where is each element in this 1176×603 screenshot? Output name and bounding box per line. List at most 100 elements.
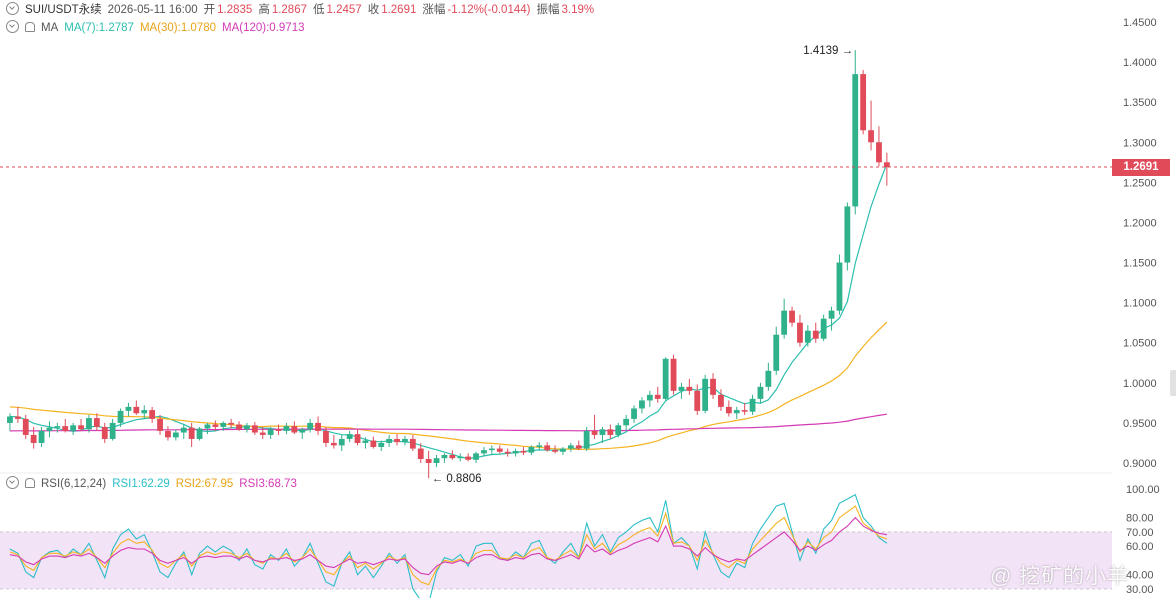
candle-body[interactable] <box>354 434 361 443</box>
candle-body[interactable] <box>615 425 622 435</box>
candle-body[interactable] <box>228 422 235 425</box>
candle-body[interactable] <box>544 445 551 451</box>
candle-body[interactable] <box>560 448 566 452</box>
candle-body[interactable] <box>804 330 811 343</box>
candle-body[interactable] <box>457 456 464 459</box>
candle-body[interactable] <box>244 425 250 430</box>
candle-body[interactable] <box>488 448 495 451</box>
candle-body[interactable] <box>46 427 53 431</box>
collapse-chevron-icon[interactable] <box>6 20 19 33</box>
candle-body[interactable] <box>394 438 400 443</box>
candle-body[interactable] <box>583 430 590 449</box>
candle-body[interactable] <box>662 358 669 399</box>
candle-body[interactable] <box>710 378 716 395</box>
candle-body[interactable] <box>512 450 519 454</box>
candle-body[interactable] <box>386 438 393 443</box>
candle-body[interactable] <box>30 434 37 443</box>
candle-body[interactable] <box>639 400 645 409</box>
candle-body[interactable] <box>520 450 527 453</box>
candle-body[interactable] <box>718 394 724 407</box>
candle-body[interactable] <box>14 416 21 419</box>
candle-body[interactable] <box>868 130 874 143</box>
candle-body[interactable] <box>378 442 385 447</box>
candle-body[interactable] <box>38 430 45 443</box>
candle-body[interactable] <box>536 445 543 447</box>
candle-body[interactable] <box>109 422 116 439</box>
candle-body[interactable] <box>591 430 598 435</box>
candle-body[interactable] <box>575 445 582 449</box>
candle-body[interactable] <box>836 262 843 311</box>
candle-body[interactable] <box>725 406 732 414</box>
candle-body[interactable] <box>212 424 219 427</box>
candle-body[interactable] <box>733 410 740 414</box>
candle-body[interactable] <box>860 74 867 131</box>
candle-body[interactable] <box>86 418 92 430</box>
candle-body[interactable] <box>283 426 290 431</box>
candle-body[interactable] <box>678 386 685 391</box>
candle-body[interactable] <box>599 429 606 435</box>
candle-body[interactable] <box>22 418 29 435</box>
candle-body[interactable] <box>789 310 795 323</box>
candle-body[interactable] <box>702 378 709 411</box>
ma-indicator-name[interactable]: MA <box>41 22 59 34</box>
candle-body[interactable] <box>797 322 803 343</box>
candle-body[interactable] <box>251 425 258 433</box>
candle-body[interactable] <box>623 418 630 426</box>
candle-body[interactable] <box>133 406 140 414</box>
collapse-chevron-icon[interactable] <box>6 2 19 15</box>
candle-body[interactable] <box>275 429 282 431</box>
candle-body[interactable] <box>552 450 558 452</box>
candle-body[interactable] <box>844 206 851 263</box>
candle-body[interactable] <box>125 406 132 411</box>
candle-body[interactable] <box>765 370 772 387</box>
candle-body[interactable] <box>149 410 156 419</box>
alert-bell-icon[interactable] <box>25 22 35 32</box>
candle-body[interactable] <box>654 394 661 399</box>
collapse-chevron-icon[interactable] <box>6 476 19 489</box>
candle-body[interactable] <box>259 432 266 435</box>
candle-body[interactable] <box>781 310 788 335</box>
candle-body[interactable] <box>425 458 432 463</box>
candle-body[interactable] <box>70 425 77 431</box>
candle-body[interactable] <box>496 448 503 452</box>
candle-body[interactable] <box>402 438 408 443</box>
candle-body[interactable] <box>433 458 440 463</box>
candle-body[interactable] <box>323 430 329 443</box>
candle-body[interactable] <box>441 454 448 459</box>
candle-body[interactable] <box>417 448 424 459</box>
candle-body[interactable] <box>370 440 377 447</box>
candle-body[interactable] <box>291 426 298 433</box>
candle-body[interactable] <box>567 445 574 449</box>
candle-body[interactable] <box>101 426 108 439</box>
candle-body[interactable] <box>157 418 163 431</box>
candle-body[interactable] <box>757 386 764 399</box>
candle-body[interactable] <box>812 330 819 339</box>
candle-body[interactable] <box>473 453 479 460</box>
candle-body[interactable] <box>78 425 84 430</box>
candle-body[interactable] <box>7 416 13 423</box>
candle-body[interactable] <box>773 334 780 371</box>
rsi-indicator-name[interactable]: RSI(6,12,24) <box>41 478 107 490</box>
candle-body[interactable] <box>299 429 306 433</box>
candle-body[interactable] <box>267 429 274 435</box>
candle-body[interactable] <box>741 410 748 412</box>
candle-body[interactable] <box>631 408 637 419</box>
candle-body[interactable] <box>876 142 882 163</box>
candle-body[interactable] <box>315 422 321 431</box>
symbol-label[interactable]: SUI/USDT永续 <box>25 4 102 16</box>
candle-body[interactable] <box>852 74 859 207</box>
candle-body[interactable] <box>749 398 756 412</box>
candle-body[interactable] <box>686 386 693 391</box>
candle-body[interactable] <box>117 410 124 423</box>
candle-body[interactable] <box>220 422 227 427</box>
candle-body[interactable] <box>646 394 653 401</box>
candle-body[interactable] <box>62 426 69 431</box>
panel-resize-handle[interactable] <box>1170 370 1176 396</box>
candle-body[interactable] <box>204 424 211 429</box>
candle-body[interactable] <box>528 446 535 453</box>
candle-body[interactable] <box>362 440 369 443</box>
candle-body[interactable] <box>820 318 827 339</box>
candle-body[interactable] <box>607 429 614 435</box>
